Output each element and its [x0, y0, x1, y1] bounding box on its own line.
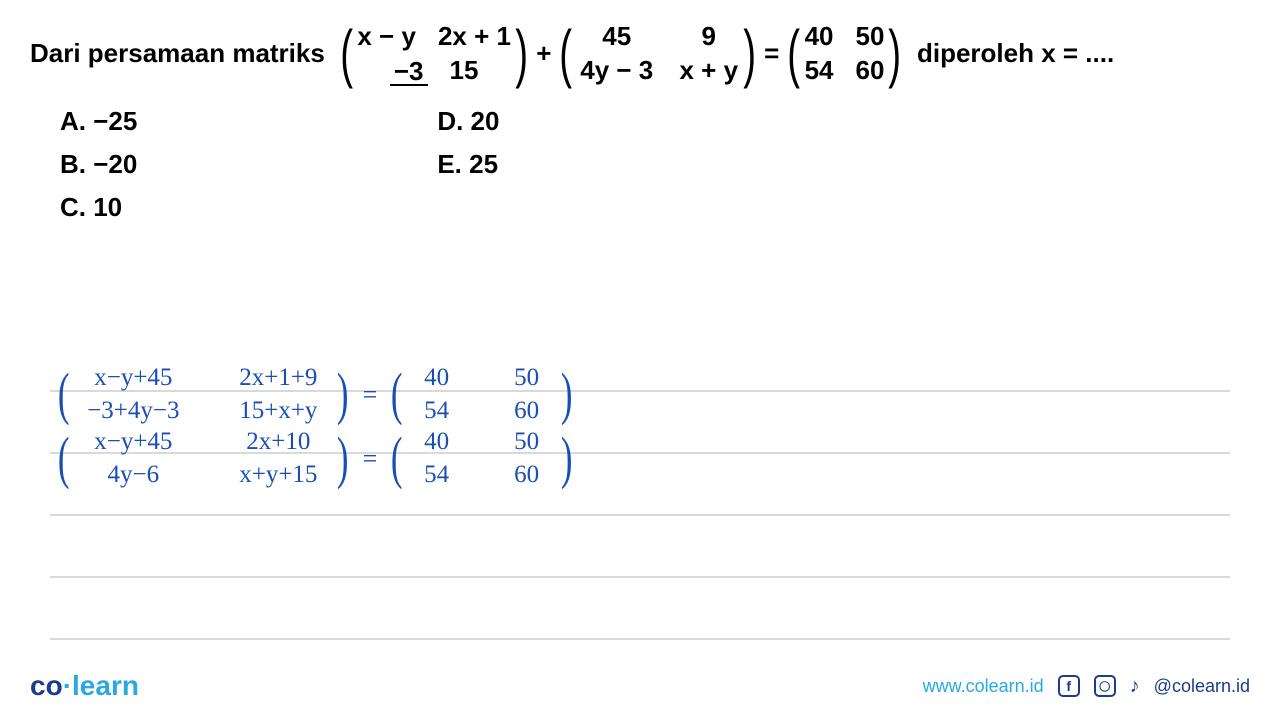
answer-options: A. −25 B. −20 C. 10 D. 20 E. 25 [30, 88, 1250, 223]
option-d[interactable]: D. 20 [437, 106, 499, 137]
logo: co·learn [30, 670, 139, 702]
hw-equation-1: ( x−y+45 2x+1+9 −3+4y−3 15+x+y ) = ( [50, 362, 580, 427]
m1-r1c1: x − y [357, 20, 416, 54]
question-tail: diperoleh x = .... [917, 38, 1114, 69]
plus-sign: + [536, 38, 551, 69]
hw1-l-r1c1: x−y+45 [73, 362, 193, 395]
hw2-r-r1c2: 50 [497, 426, 557, 459]
hw2-l-r1c1: x−y+45 [73, 426, 193, 459]
equals-sign: = [764, 38, 779, 69]
question-lead: Dari persamaan matriks [30, 38, 325, 69]
hw1-r-r2c2: 60 [497, 395, 557, 428]
m2-r2c1: 4y − 3 [577, 54, 657, 88]
hw2-l-r2c1: 4y−6 [73, 459, 193, 492]
m2-r2c2: x + y [679, 54, 739, 88]
m3-r2c2: 60 [856, 54, 885, 88]
m3-r1c1: 40 [805, 20, 834, 54]
instagram-icon[interactable]: ◯ [1094, 675, 1116, 697]
logo-co: co [30, 670, 63, 701]
hw2-r-r1c1: 40 [407, 426, 467, 459]
hw1-l-r2c2: 15+x+y [223, 395, 333, 428]
hw1-r-r1c1: 40 [407, 362, 467, 395]
m1-r2c1: −3 [390, 54, 428, 88]
logo-learn: learn [72, 670, 139, 701]
m3-r1c2: 50 [856, 20, 885, 54]
footer-right: www.colearn.id f ◯ ♪ @colearn.id [923, 675, 1250, 698]
hw2-l-r2c2: x+y+15 [223, 459, 333, 492]
m3-r2c1: 54 [805, 54, 834, 88]
option-e[interactable]: E. 25 [437, 149, 499, 180]
matrix-1: ( x − y 2x + 1 −3 15 ) [336, 20, 532, 88]
option-b[interactable]: B. −20 [60, 149, 137, 180]
facebook-icon[interactable]: f [1058, 675, 1080, 697]
footer-url[interactable]: www.colearn.id [923, 676, 1044, 697]
question-text: Dari persamaan matriks ( x − y 2x + 1 −3… [30, 20, 1250, 88]
footer: co·learn www.colearn.id f ◯ ♪ @colearn.i… [0, 670, 1280, 702]
matrix-3: ( 40 50 54 60 ) [783, 20, 905, 88]
matrix-2: ( 45 9 4y − 3 x + y ) [555, 20, 760, 88]
hw2-r-r2c1: 54 [407, 459, 467, 492]
hw1-r-r1c2: 50 [497, 362, 557, 395]
tiktok-icon[interactable]: ♪ [1130, 675, 1140, 698]
footer-handle[interactable]: @colearn.id [1154, 676, 1250, 697]
m2-r1c1: 45 [577, 20, 657, 54]
hw2-r-r2c2: 60 [497, 459, 557, 492]
m1-r1c2: 2x + 1 [438, 20, 511, 54]
handwriting-area: ( x−y+45 2x+1+9 −3+4y−3 15+x+y ) = ( [0, 330, 1280, 640]
option-a[interactable]: A. −25 [60, 106, 137, 137]
hw2-l-r1c2: 2x+10 [223, 426, 333, 459]
question-area: Dari persamaan matriks ( x − y 2x + 1 −3… [0, 0, 1280, 223]
m1-r2c2: 15 [450, 54, 479, 88]
hw1-r-r2c1: 54 [407, 395, 467, 428]
hw-equation-2: ( x−y+45 2x+10 4y−6 x+y+15 ) = ( [50, 426, 580, 491]
hw1-l-r1c2: 2x+1+9 [223, 362, 333, 395]
m2-r1c2: 9 [679, 20, 739, 54]
option-c[interactable]: C. 10 [60, 192, 137, 223]
hw1-l-r2c1: −3+4y−3 [73, 395, 193, 428]
